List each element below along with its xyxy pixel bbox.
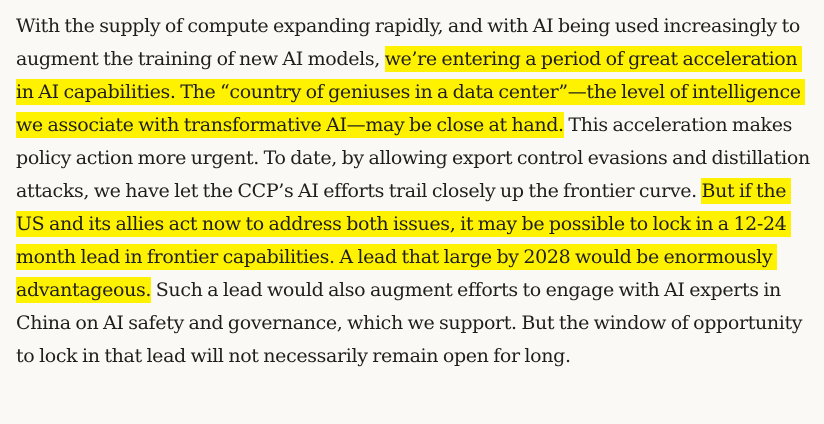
text-segment-3: Such a lead would also augment efforts t… xyxy=(16,279,807,367)
article-paragraph: With the supply of compute expanding rap… xyxy=(16,10,816,373)
text-segment-1: With the supply of compute expanding rap… xyxy=(16,15,805,70)
text-segment-2: This acceleration makes policy action mo… xyxy=(16,114,815,202)
